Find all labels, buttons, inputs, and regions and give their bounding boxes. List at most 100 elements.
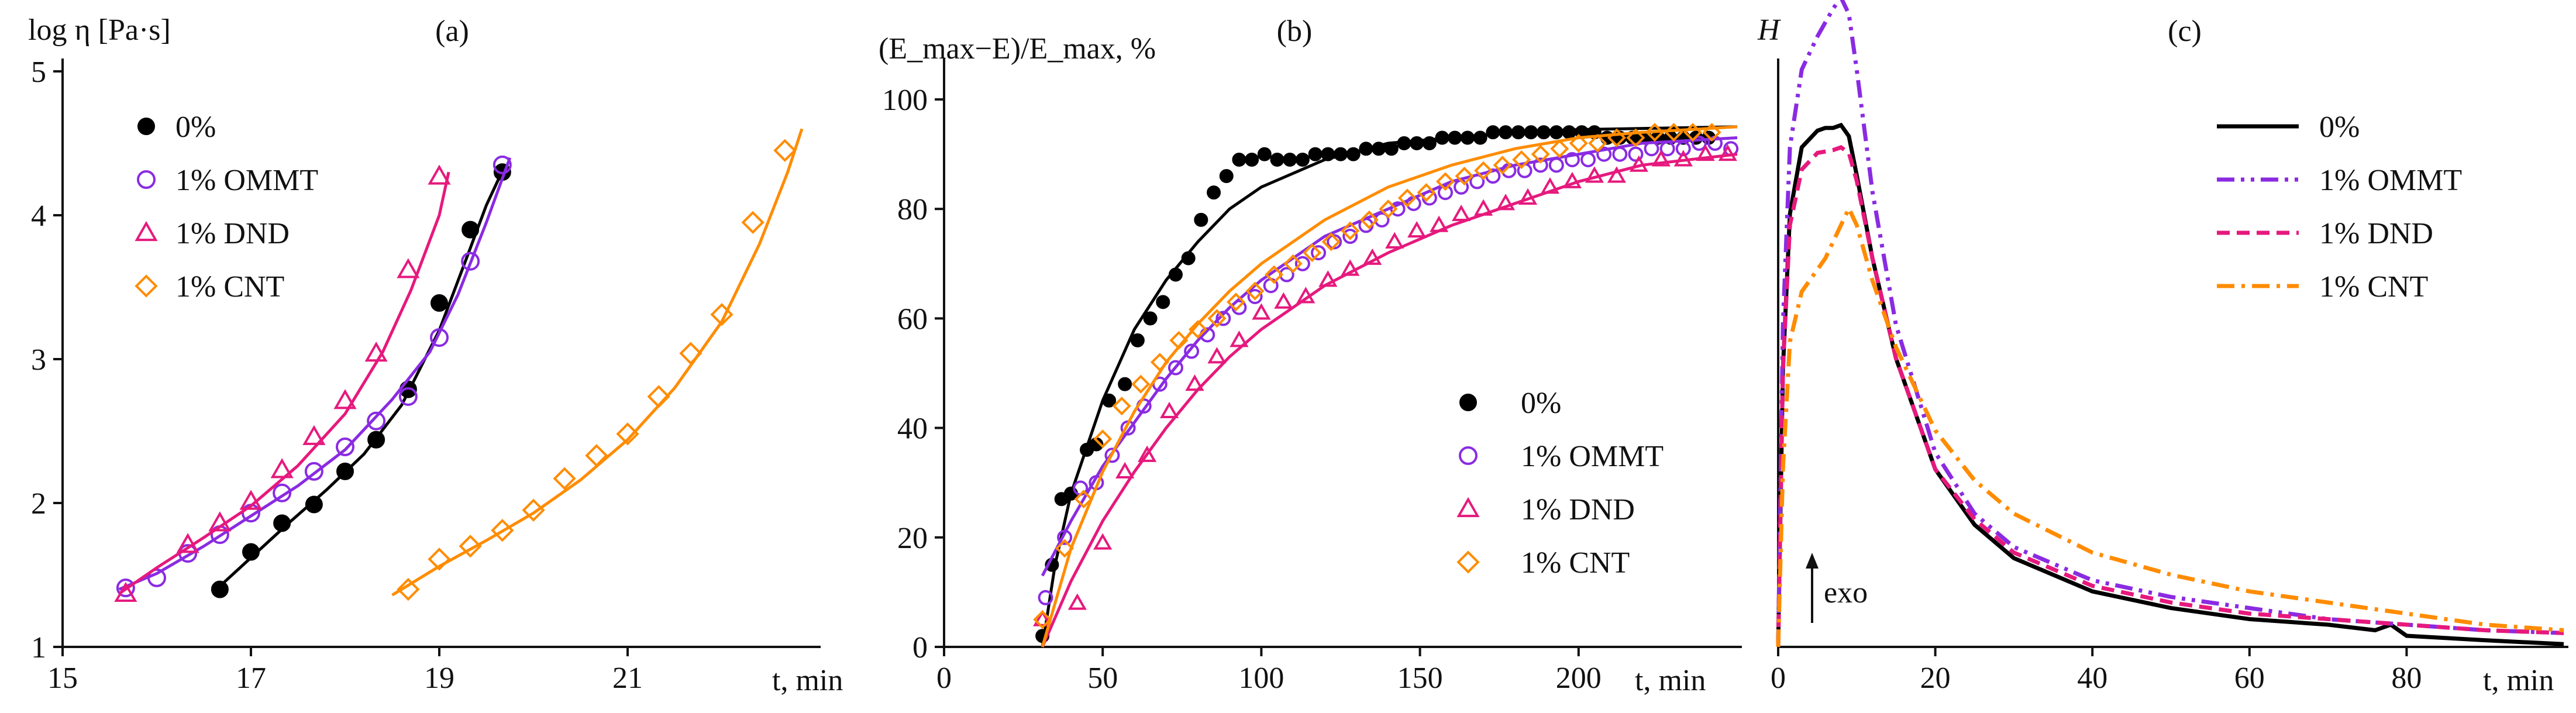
data-point (1321, 232, 1341, 252)
legend-marker (1456, 497, 1480, 518)
data-point (1295, 152, 1310, 167)
data-point (1569, 133, 1588, 153)
series-line (1776, 204, 2564, 647)
data-point (1512, 150, 1531, 169)
data-point (1168, 360, 1183, 376)
data-point (1346, 147, 1361, 161)
data-point (1397, 188, 1417, 208)
data-point (1628, 146, 1644, 162)
series-line (1776, 122, 2564, 647)
series-1-cnt (1776, 204, 2564, 647)
legend-label: 1% CNT (2319, 270, 2428, 304)
series-1-dnd (114, 164, 451, 602)
legend-marker (137, 170, 156, 189)
data-point (1247, 288, 1263, 304)
data-point (773, 139, 797, 162)
x-tick-label: 20 (1920, 662, 1951, 695)
data-point (208, 511, 232, 532)
data-point (367, 430, 385, 449)
y-tick-label: 3 (31, 343, 46, 377)
data-point (1524, 125, 1538, 140)
fit-curve (391, 128, 804, 597)
y-tick-label: 0 (912, 631, 928, 664)
data-point (397, 577, 420, 601)
legend-marker (135, 221, 158, 242)
series-1-dnd (1776, 145, 2564, 647)
x-axis-label: t, min (772, 664, 843, 697)
data-point (428, 164, 451, 185)
y-tick-label: 2 (31, 487, 46, 521)
data-point (1074, 490, 1093, 509)
data-point (273, 483, 292, 502)
data-point (1283, 254, 1303, 273)
series-line (1776, 145, 2564, 647)
data-point (1410, 136, 1424, 150)
x-tick-label: 60 (2234, 662, 2265, 695)
axes-frame (61, 58, 821, 648)
legend-label: 1% OMMT (2319, 164, 2462, 197)
data-point (239, 490, 263, 510)
data-point (1702, 123, 1721, 142)
data-point (1219, 169, 1234, 184)
data-point (1342, 229, 1358, 244)
data-point (1341, 259, 1360, 276)
data-point (1496, 194, 1516, 211)
legend-marker (137, 118, 155, 135)
data-point (428, 547, 451, 571)
data-point (270, 458, 294, 478)
data-point (1245, 152, 1259, 167)
legend-marker (1459, 394, 1477, 411)
data-point (1372, 142, 1386, 156)
legend-label: 1% CNT (175, 270, 284, 304)
data-point (1138, 445, 1157, 462)
data-point (1448, 130, 1462, 145)
legend-label: 0% (1521, 387, 1561, 420)
data-point (1460, 130, 1475, 145)
data-point (1384, 142, 1399, 156)
data-point (679, 342, 702, 365)
y-axis-label: log η [Pa·s] (28, 13, 171, 47)
series-0- (1776, 122, 2564, 647)
legend-marker (135, 274, 158, 298)
data-point (1232, 152, 1246, 167)
data-point (147, 568, 166, 587)
data-point (1359, 142, 1373, 156)
data-point (1283, 152, 1297, 167)
data-point (1311, 245, 1327, 261)
data-point (1540, 177, 1560, 194)
data-point (1207, 185, 1221, 200)
data-point (1596, 146, 1612, 162)
data-point (1473, 199, 1493, 216)
data-point (1363, 248, 1382, 265)
x-tick-label: 15 (47, 662, 78, 695)
data-point (1607, 128, 1626, 147)
legend-marker (1456, 550, 1480, 574)
data-point (1673, 150, 1693, 167)
data-point (1318, 270, 1338, 287)
data-point (1303, 243, 1322, 263)
x-tick-label: 0 (1771, 662, 1786, 695)
data-point (710, 303, 733, 326)
data-point (1417, 183, 1436, 202)
data-point (1626, 128, 1645, 147)
data-point (1385, 232, 1404, 249)
y-tick-label: 60 (897, 302, 928, 336)
y-tick-label: 100 (882, 84, 928, 117)
data-point (1585, 166, 1604, 183)
fit-curve (1041, 125, 1738, 647)
data-point (1321, 147, 1335, 161)
data-point (1473, 130, 1487, 145)
data-point (1683, 123, 1703, 142)
data-point (1093, 533, 1113, 550)
data-point (1562, 125, 1576, 140)
data-point (1452, 204, 1471, 222)
data-point (336, 438, 354, 457)
data-point (242, 543, 260, 561)
data-point (1588, 133, 1607, 153)
data-point (1334, 147, 1348, 161)
data-point (1115, 461, 1135, 478)
y-axis-label: (E_max−E)/E_max, % (879, 32, 1156, 66)
data-point (431, 294, 448, 312)
